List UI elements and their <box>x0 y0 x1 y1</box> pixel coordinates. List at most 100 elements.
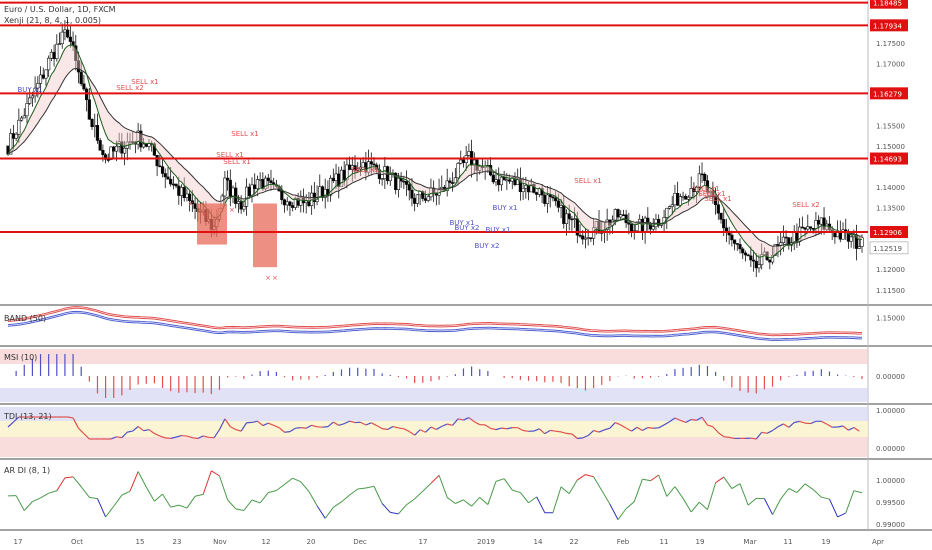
ardi-line-segment <box>251 499 261 504</box>
sell-signal-label: SELL x1 <box>574 177 602 185</box>
ardi-line-segment <box>512 489 521 494</box>
candle <box>30 95 35 99</box>
buy-signal-label: BUY x1 <box>17 86 42 94</box>
candle <box>741 248 745 254</box>
candle <box>681 195 685 198</box>
time-tick-label: 11 <box>784 538 793 546</box>
candle <box>849 236 853 242</box>
candle <box>613 209 617 221</box>
tdi-line-segment <box>376 425 383 430</box>
tdi-line-segment <box>685 418 692 423</box>
level-price-tag <box>870 0 908 9</box>
ardi-line-segment <box>552 486 562 513</box>
candle <box>141 143 146 148</box>
tdi-line-segment <box>799 420 806 424</box>
price-tick-label: 1.14000 <box>876 184 905 192</box>
time-tick-label: 15 <box>136 538 145 546</box>
tdi-line-segment <box>273 424 280 429</box>
tdi-line-segment <box>663 421 670 426</box>
candle <box>651 226 655 230</box>
buy-signal-label: BUY x1 <box>485 226 510 234</box>
ardi-line-segment <box>422 483 432 492</box>
ardi-line-segment <box>747 498 757 506</box>
candle <box>713 195 718 205</box>
tdi-line-segment <box>213 429 220 439</box>
candle <box>423 198 428 201</box>
candle <box>461 159 466 163</box>
ardi-line-segment <box>520 492 529 504</box>
tdi-line-segment <box>322 426 328 428</box>
tdi-line-segment <box>13 416 20 423</box>
sell-signal-label: SELL x1 <box>692 185 720 193</box>
ardi-line-segment <box>479 496 489 505</box>
candle <box>122 147 127 154</box>
candle <box>676 192 680 206</box>
tdi-line-segment <box>484 424 491 429</box>
ardi-line-segment <box>601 490 611 505</box>
candle <box>266 177 270 181</box>
tdi-line-segment <box>544 429 551 435</box>
tdi-line-segment <box>251 420 258 423</box>
tdi-line-segment <box>295 427 301 429</box>
tdi-line-segment <box>121 431 128 439</box>
tdi-line-segment <box>278 427 285 433</box>
candle <box>234 187 238 204</box>
candle <box>559 205 563 208</box>
ardi-line-segment <box>56 477 66 491</box>
tdi-line-segment <box>67 416 74 419</box>
ardi-line-segment <box>731 483 741 489</box>
tdi-line-segment <box>615 421 621 426</box>
tdi-line-segment <box>284 431 291 433</box>
candle <box>667 206 672 209</box>
candle <box>478 166 482 171</box>
ardi-line-segment <box>162 493 172 508</box>
msi-upper-zone <box>0 349 868 364</box>
candle <box>770 255 775 263</box>
candle <box>285 201 289 206</box>
ardi-line-segment <box>292 477 302 483</box>
candle <box>635 222 639 232</box>
time-tick-label: Dec <box>353 538 367 546</box>
price-tick-label: 1.12000 <box>876 266 905 274</box>
ardi-line-segment <box>674 486 684 499</box>
ardi-line-segment <box>829 498 839 518</box>
tdi-line-segment <box>674 417 681 421</box>
candle <box>543 194 547 204</box>
candle <box>144 143 148 147</box>
tdi-line-segment <box>647 426 654 429</box>
ardi-line-segment <box>617 508 627 520</box>
ardi-line-segment <box>154 493 163 502</box>
candle <box>177 185 181 196</box>
ardi-tick-label: 1.00000 <box>876 477 905 485</box>
sell-signal-label: SELL x1 <box>704 195 732 203</box>
candle <box>657 218 661 226</box>
candle <box>33 87 37 97</box>
tdi-line-segment <box>78 427 85 435</box>
ardi-line-segment <box>503 478 513 491</box>
candle <box>751 259 756 262</box>
candle <box>14 133 18 139</box>
tdi-line-segment <box>842 425 849 431</box>
tdi-line-segment <box>338 423 345 426</box>
highlight-zone <box>197 203 227 245</box>
last-price-label: 1.12519 <box>873 245 902 253</box>
candle <box>169 178 173 185</box>
buy-signal-label: BUY x2 <box>454 224 479 232</box>
candle <box>109 146 113 160</box>
ardi-line-segment <box>690 501 700 513</box>
candle <box>396 177 401 190</box>
ardi-line-segment <box>438 475 448 498</box>
tdi-line-segment <box>360 421 367 426</box>
tdi-line-segment <box>218 418 226 430</box>
candle <box>524 185 528 189</box>
candle <box>689 188 693 198</box>
candle <box>247 186 251 197</box>
tdi-line-segment <box>729 436 735 440</box>
cross-marker: × <box>229 206 235 214</box>
candle <box>36 83 40 89</box>
band-line <box>7 306 863 335</box>
candle <box>95 125 100 141</box>
time-tick-label: 23 <box>173 538 182 546</box>
